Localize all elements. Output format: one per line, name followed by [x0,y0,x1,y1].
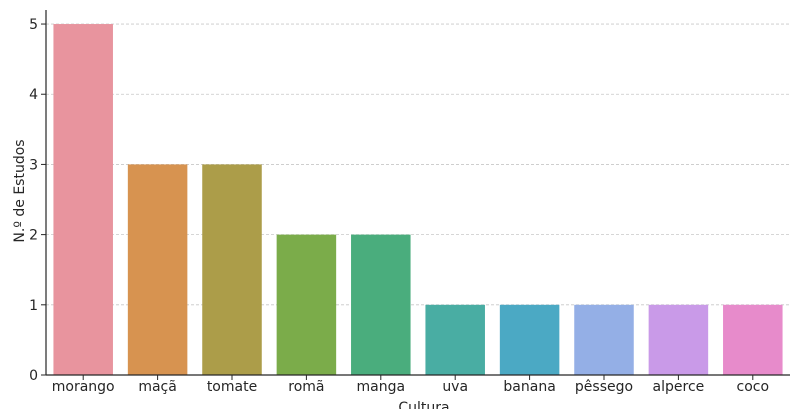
y-tick-label-5: 5 [29,17,38,33]
bar-maçã [127,164,188,375]
x-tick-label-maçã: maçã [138,379,177,395]
y-tick-label-4: 4 [29,87,38,103]
x-tick-label-banana: banana [503,379,555,395]
y-axis-label: N.º de Estudos [12,139,28,242]
x-tick-label-coco: coco [737,379,770,395]
y-tick-label-2: 2 [29,228,38,244]
x-tick-labels: morango maçã tomate romã manga uva banana pêsse… [52,379,769,395]
bar-alperce [648,304,709,375]
bar-banana [499,304,560,375]
x-axis-label: Cultura [398,400,449,409]
x-tick-label-uva: uva [442,379,468,395]
bar-coco [723,304,783,375]
bar-romã [276,234,337,375]
x-tick-label-manga: manga [357,379,406,395]
y-tick-label-0: 0 [29,368,38,384]
x-tick-label-tomate: tomate [207,379,257,395]
y-tick-label-1: 1 [29,298,38,314]
x-tick-label-pêssego: pêssego [575,379,633,395]
y-tick-label-3: 3 [29,157,38,173]
y-tick-labels: 0 1 2 3 4 5 [29,17,38,384]
bar-pêssego [574,304,634,375]
bar-morango [53,24,113,376]
x-tick-label-romã: romã [288,379,324,395]
bar-uva [425,304,485,375]
bars [53,24,783,376]
x-tick-label-alperce: alperce [653,379,705,395]
bar-tomate [202,164,262,375]
bar-manga [351,234,411,375]
x-tick-label-morango: morango [52,379,115,395]
axes [41,10,790,380]
